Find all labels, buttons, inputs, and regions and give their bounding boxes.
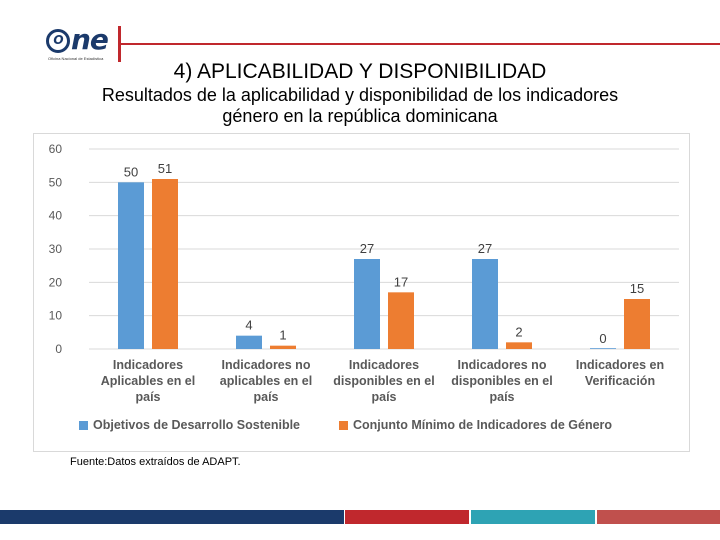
legend-swatch <box>79 421 88 430</box>
data-label: 50 <box>124 164 138 179</box>
bar <box>388 292 414 349</box>
data-label: 51 <box>158 161 172 176</box>
x-tick-label: disponibles en el <box>451 374 552 388</box>
y-tick-label: 0 <box>55 342 62 356</box>
slide-title: 4) APLICABILIDAD Y DISPONIBILIDAD <box>173 60 547 83</box>
bar <box>236 335 262 349</box>
legend-swatch <box>339 421 348 430</box>
subtitle-line-2: género en la república dominicana <box>222 106 498 126</box>
footer-segment-teal <box>471 510 595 524</box>
x-tick-label: país <box>489 390 514 404</box>
legend-label: Conjunto Mínimo de Indicadores de Género <box>353 418 612 432</box>
logo-o-letter: O <box>46 29 70 53</box>
data-label: 1 <box>279 328 286 343</box>
bar <box>354 259 380 349</box>
bar <box>590 348 616 349</box>
header-rule <box>121 43 720 45</box>
bar <box>624 299 650 349</box>
subtitle-line-1: Resultados de la aplicabilidad y disponi… <box>101 85 619 105</box>
legend-label: Objetivos de Desarrollo Sostenible <box>93 418 300 432</box>
footer-segment-brick <box>597 510 720 524</box>
y-tick-label: 40 <box>49 209 63 223</box>
data-label: 0 <box>599 331 606 346</box>
logo-text: ne <box>71 23 109 56</box>
y-tick-label: 20 <box>49 275 63 289</box>
x-tick-label: país <box>253 390 278 404</box>
slide-subtitle: Resultados de la aplicabilidad y disponi… <box>30 85 690 127</box>
bar <box>118 182 144 349</box>
bar <box>270 345 296 349</box>
x-tick-label: Indicadores <box>113 358 183 372</box>
logo-divider <box>118 26 121 62</box>
x-tick-label: país <box>135 390 160 404</box>
x-tick-label: aplicables en el <box>220 374 312 388</box>
bar <box>152 179 178 349</box>
y-tick-label: 60 <box>49 142 63 156</box>
x-tick-label: Aplicables en el <box>101 374 195 388</box>
x-tick-label: disponibles en el <box>333 374 434 388</box>
data-label: 4 <box>245 318 252 333</box>
footer-segment-navy <box>0 510 344 524</box>
chart-container: 0 10 20 30 40 50 60 50 51 Indicadores Aplicables e… <box>33 133 690 452</box>
x-tick-label: Verificación <box>585 374 655 388</box>
y-tick-label: 50 <box>49 175 63 189</box>
x-tick-label: Indicadores <box>349 358 419 372</box>
x-tick-label: Indicadores en <box>576 358 664 372</box>
x-tick-label: país <box>371 390 396 404</box>
data-label: 27 <box>478 241 492 256</box>
source-note: Fuente:Datos extraídos de ADAPT. <box>70 456 241 468</box>
bar <box>472 259 498 349</box>
logo-subtitle: Oficina Nacional de Estadística <box>48 56 104 61</box>
x-tick-label: Indicadores no <box>222 358 311 372</box>
footer-segment-red <box>345 510 469 524</box>
footer-color-bar <box>0 510 720 524</box>
y-tick-label: 30 <box>49 242 63 256</box>
data-label: 27 <box>360 241 374 256</box>
x-tick-label: Indicadores no <box>458 358 547 372</box>
data-label: 15 <box>630 281 644 296</box>
data-label: 2 <box>515 324 522 339</box>
bar <box>506 342 532 349</box>
y-tick-label: 10 <box>49 309 63 323</box>
data-label: 17 <box>394 274 408 289</box>
